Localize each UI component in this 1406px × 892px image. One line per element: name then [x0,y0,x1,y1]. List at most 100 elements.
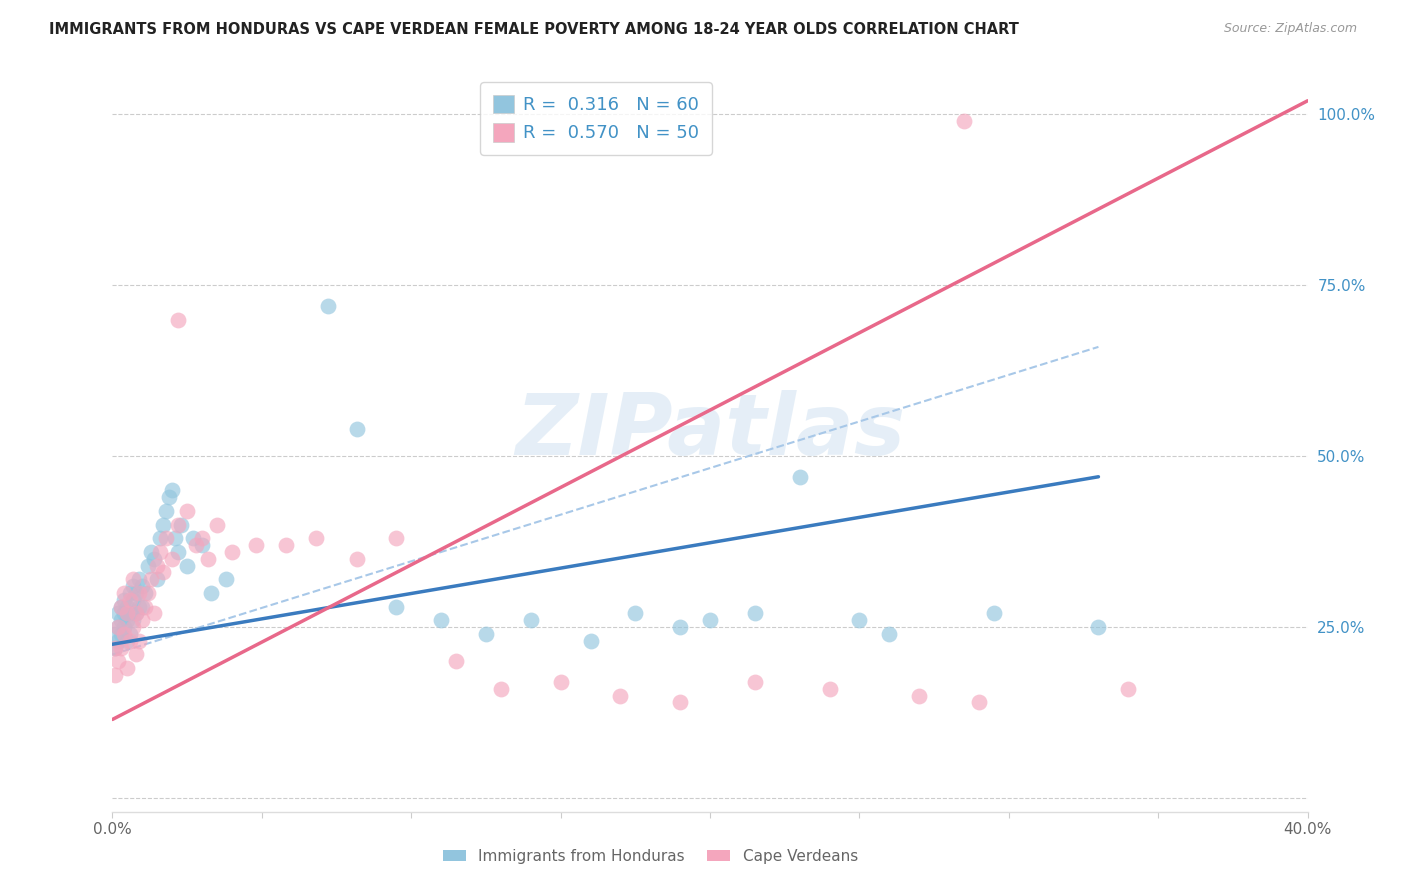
Point [520,613,543,627]
Point [131,613,153,627]
Point [176,558,198,573]
Point [141,545,163,559]
Point [170,517,193,532]
Point [110,613,132,627]
Point [152,517,174,532]
Point [967,695,990,709]
Point [128,586,150,600]
Point [122,592,145,607]
Point [122,613,145,627]
Point [167,312,190,326]
Point [146,572,169,586]
Point [122,572,145,586]
Point [879,627,901,641]
Point [162,483,183,498]
Point [134,599,156,614]
Point [107,620,129,634]
Point [141,572,163,586]
Point [181,531,204,545]
Point [114,586,135,600]
Point [117,633,139,648]
Legend: Immigrants from Honduras, Cape Verdeans: Immigrants from Honduras, Cape Verdeans [437,843,863,870]
Point [1087,620,1109,634]
Point [669,620,692,634]
Point [157,490,180,504]
Text: ZIPatlas: ZIPatlas [515,390,905,473]
Point [489,681,512,696]
Point [983,607,1005,621]
Point [138,558,160,573]
Point [305,531,328,545]
Point [125,607,148,621]
Point [104,627,127,641]
Point [122,620,145,634]
Point [125,586,148,600]
Point [110,599,132,614]
Point [149,545,172,559]
Point [346,551,368,566]
Point [110,599,132,614]
Point [134,586,156,600]
Point [744,607,766,621]
Point [609,689,631,703]
Point [120,592,142,607]
Point [131,579,153,593]
Point [155,531,177,545]
Point [167,517,190,532]
Point [128,633,150,648]
Point [143,607,166,621]
Point [385,531,408,545]
Point [107,633,129,648]
Point [138,586,160,600]
Point [848,613,870,627]
Point [215,572,238,586]
Point [191,538,214,552]
Point [197,551,219,566]
Point [669,695,692,709]
Point [117,613,139,627]
Point [104,640,127,655]
Point [110,627,132,641]
Point [114,592,135,607]
Point [221,545,243,559]
Point [953,114,976,128]
Point [274,538,297,552]
Point [117,661,139,675]
Point [114,607,135,621]
Point [316,299,339,313]
Point [107,607,129,621]
Point [104,640,127,655]
Point [143,551,166,566]
Point [624,607,647,621]
Point [152,566,174,580]
Point [146,558,169,573]
Point [120,633,142,648]
Point [579,633,602,648]
Point [789,469,811,483]
Point [165,531,187,545]
Point [167,545,190,559]
Point [122,579,145,593]
Point [744,674,766,689]
Point [200,586,222,600]
Point [475,627,498,641]
Point [114,620,135,634]
Point [120,586,142,600]
Point [346,422,368,436]
Point [131,599,153,614]
Point [444,654,467,668]
Point [908,689,931,703]
Point [186,538,208,552]
Point [107,620,129,634]
Point [205,517,228,532]
Point [110,640,132,655]
Point [149,531,172,545]
Point [107,654,129,668]
Point [120,607,142,621]
Point [385,599,408,614]
Point [114,627,135,641]
Point [818,681,841,696]
Text: IMMIGRANTS FROM HONDURAS VS CAPE VERDEAN FEMALE POVERTY AMONG 18-24 YEAR OLDS CO: IMMIGRANTS FROM HONDURAS VS CAPE VERDEAN… [49,22,1019,37]
Point [162,551,183,566]
Point [128,572,150,586]
